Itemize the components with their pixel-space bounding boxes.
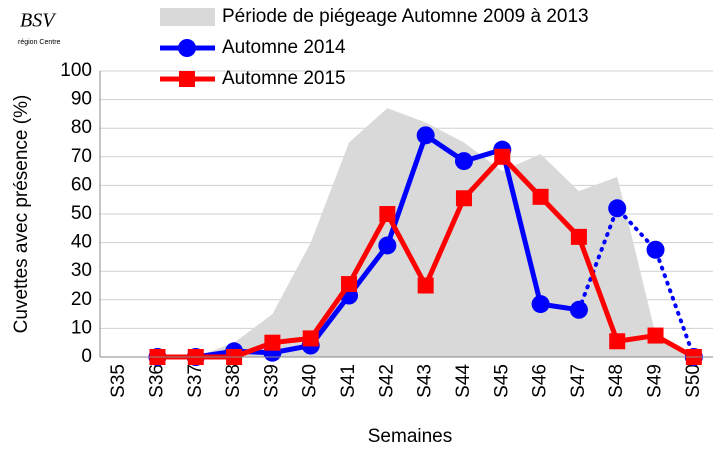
marker: [647, 327, 664, 344]
area: [119, 108, 694, 358]
x-tick-label: S49: [645, 364, 666, 398]
marker: [609, 333, 626, 350]
y-tick-label: 80: [71, 117, 92, 138]
dotted-line: [576, 204, 696, 359]
y-tick-label: 0: [81, 346, 92, 367]
x-tick-label: S37: [185, 364, 206, 398]
marker: [341, 276, 358, 293]
marker: [531, 295, 550, 314]
y-tick-label: 20: [71, 289, 92, 310]
x-tick-label: S47: [568, 364, 589, 398]
marker: [378, 236, 397, 255]
legend-label: Automne 2014: [222, 37, 346, 58]
marker: [379, 206, 396, 222]
marker: [454, 152, 473, 171]
marker: [608, 199, 627, 218]
marker: [494, 148, 511, 165]
y-tick-label: 40: [71, 232, 92, 253]
logo-title: BSV: [20, 10, 57, 32]
x-tick-label: S43: [415, 364, 436, 398]
legend-marker: [178, 39, 196, 57]
legend-swatch: [160, 8, 215, 26]
x-tick-label: S36: [146, 364, 167, 398]
marker: [569, 300, 588, 319]
x-tick-label: S35: [108, 364, 129, 398]
x-axis-label: Semaines: [368, 426, 453, 447]
x-tick-label: S48: [606, 364, 627, 398]
x-tick-label: S40: [300, 364, 321, 398]
marker: [570, 228, 587, 245]
y-tick-label: 50: [71, 203, 92, 224]
x-tick-label: S44: [453, 364, 474, 398]
y-tick-label: 90: [71, 89, 92, 110]
x-tick-label: S42: [376, 364, 397, 398]
marker: [416, 126, 435, 145]
legend-label: Automne 2015: [222, 68, 346, 89]
marker: [302, 330, 319, 347]
logo: BSV région Centre: [18, 10, 61, 46]
marker: [417, 277, 434, 294]
marker: [532, 188, 549, 205]
y-tick-label: 100: [60, 60, 92, 81]
logo-subtitle: région Centre: [18, 39, 61, 46]
x-tick-label: S46: [530, 364, 551, 398]
legend-label: Période de piégeage Automne 2009 à 2013: [222, 6, 589, 27]
y-tick-label: 30: [71, 260, 92, 281]
x-tick-label: S41: [338, 364, 359, 398]
x-tick-label: S38: [223, 364, 244, 398]
x-tick-label: S39: [261, 364, 282, 398]
y-tick-label: 70: [71, 146, 92, 167]
marker: [455, 190, 472, 207]
x-tick-label: S50: [683, 364, 704, 398]
legend-marker: [179, 71, 195, 87]
y-axis-label: Cuvettes avec présence (%): [11, 95, 32, 334]
marker: [264, 334, 281, 351]
marker: [646, 240, 665, 259]
y-tick-label: 10: [71, 317, 92, 338]
y-tick-label: 60: [71, 174, 92, 195]
x-tick-label: S45: [491, 364, 512, 398]
